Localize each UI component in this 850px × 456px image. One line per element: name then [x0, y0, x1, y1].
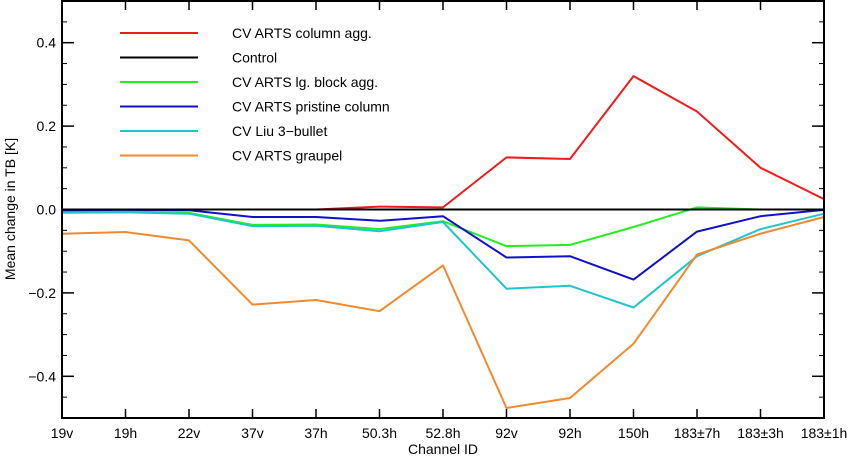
- x-axis-label: Channel ID: [408, 441, 478, 456]
- legend-label: CV ARTS graupel: [232, 148, 342, 164]
- y-tick-label: −0.2: [28, 285, 56, 301]
- axes: 19v 19h 22v 37v 37h 50.3h 52.8h 92v 92h 150h 183±7…: [28, 0, 848, 441]
- legend-label: CV ARTS column agg.: [232, 25, 372, 41]
- x-tick-label: 183±7h: [674, 425, 721, 441]
- series-line-0: [62, 75, 825, 211]
- x-tick-label: 19h: [114, 425, 137, 441]
- y-tick-label: −0.4: [28, 368, 56, 384]
- x-tick-label: 22v: [178, 425, 201, 441]
- y-tick-label: 0.2: [37, 118, 57, 134]
- x-tick-label: 52.8h: [425, 425, 460, 441]
- x-tick-label: 37h: [304, 425, 327, 441]
- x-tick-label: 19v: [51, 425, 74, 441]
- legend-label: Control: [232, 50, 277, 66]
- legend-label: CV Liu 3−bullet: [232, 123, 327, 139]
- x-tick-label: 92v: [495, 425, 518, 441]
- legend-label: CV ARTS lg. block agg.: [232, 74, 378, 90]
- x-tick-label: 37v: [241, 425, 264, 441]
- x-tick-label: 183±3h: [737, 425, 784, 441]
- series-line-4: [61, 211, 825, 309]
- y-axis-label: Mean change in TB [K]: [2, 138, 18, 280]
- series-lines: [61, 75, 825, 409]
- y-tick-label: 0.4: [37, 35, 57, 51]
- legend-label: CV ARTS pristine column: [232, 99, 390, 115]
- y-tick-label: 0.0: [37, 202, 57, 218]
- x-tick-label: 150h: [618, 425, 649, 441]
- legend: CV ARTS column agg. Control CV ARTS lg. bl…: [120, 25, 390, 164]
- series-line-5: [61, 216, 825, 409]
- x-tick-label: 92h: [558, 425, 581, 441]
- x-tick-label: 183±1h: [801, 425, 848, 441]
- x-tick-label: 50.3h: [362, 425, 397, 441]
